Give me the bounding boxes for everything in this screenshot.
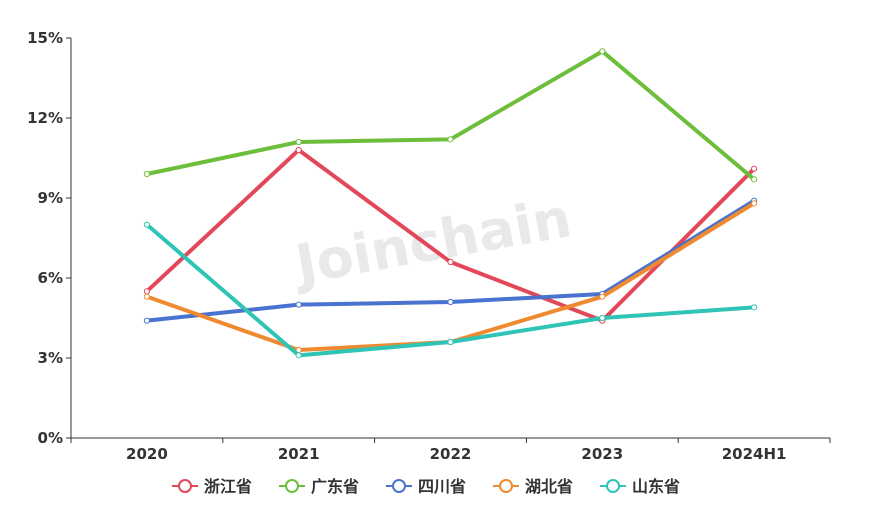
data-point[interactable] [751,200,758,207]
legend-circle-marker [285,479,299,493]
data-point[interactable] [143,293,150,300]
legend-circle-marker [606,479,620,493]
data-point[interactable] [295,138,302,146]
x-tick-label: 2020 [126,445,168,463]
data-point[interactable] [295,352,302,359]
data-point[interactable] [447,298,454,306]
data-point[interactable] [295,146,302,154]
x-tick-label: 2021 [278,445,320,463]
data-point[interactable] [295,301,302,308]
y-tick-label: 9% [38,189,63,207]
data-point[interactable] [143,317,150,324]
legend-label: 山东省 [632,477,680,496]
legend-item[interactable]: 湖北省 [493,477,573,496]
legend-circle-marker [178,479,192,493]
legend-item[interactable]: 山东省 [600,477,680,496]
legend-item[interactable]: 四川省 [386,477,466,496]
data-point[interactable] [143,170,150,178]
y-tick-label: 15% [27,29,63,47]
legend-label: 广东省 [311,477,359,496]
watermark-text: Joinchain [287,186,576,297]
legend-label: 浙江省 [204,477,252,496]
data-point[interactable] [751,304,758,311]
data-point[interactable] [599,314,606,322]
series-group[interactable] [143,221,758,359]
legend-item[interactable]: 浙江省 [172,477,252,496]
legend-circle-marker [392,479,406,493]
legend-circle-marker [499,479,513,493]
y-tick-label: 3% [38,349,63,367]
watermark-layer: Joinchain [287,186,576,297]
data-point[interactable] [751,176,758,183]
legend-label: 湖北省 [525,477,573,496]
data-point[interactable] [751,165,758,172]
x-tick-label: 2022 [430,445,472,463]
data-point[interactable] [447,338,454,346]
series-group[interactable] [143,48,758,183]
data-point[interactable] [447,136,454,143]
data-point[interactable] [599,48,606,55]
data-point[interactable] [599,293,606,300]
y-tick-label: 0% [38,429,63,447]
x-tick-label: 2023 [581,445,623,463]
legend-item[interactable]: 广东省 [279,477,359,496]
axes: 0% 3% 6% 9% 12% 15% 2020 2021 2022 2023 2024H1 [27,29,831,463]
legend-label: 四川省 [418,477,466,496]
data-point[interactable] [143,288,150,295]
x-tick-label: 2024H1 [722,445,787,463]
series-line[interactable] [144,49,757,182]
legend[interactable]: 浙江省 广东省 四川省 湖北省 山东省 [172,477,680,496]
y-tick-label: 12% [27,109,63,127]
data-point[interactable] [447,258,454,266]
y-tick-label: 6% [38,269,63,287]
data-point[interactable] [143,221,150,228]
series-lines [143,48,758,359]
